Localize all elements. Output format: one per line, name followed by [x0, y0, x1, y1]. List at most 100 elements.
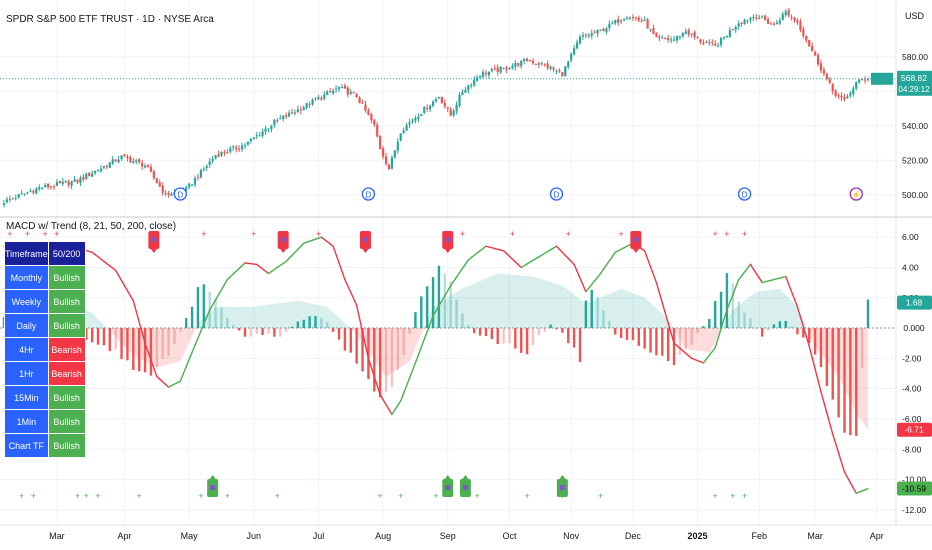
candle	[478, 75, 482, 78]
macd-line-segment	[382, 398, 387, 406]
candle	[91, 173, 94, 177]
histogram-bar	[860, 328, 864, 368]
candle	[464, 89, 467, 93]
macd-line-segment	[649, 265, 655, 276]
candle	[167, 193, 170, 196]
macd-tick-label: -12.00	[902, 505, 926, 515]
macd-line-segment	[347, 285, 352, 294]
sell-signal-pointer	[444, 249, 451, 253]
candle	[578, 36, 582, 44]
marker-label: D	[554, 191, 560, 200]
macd-line-segment	[220, 283, 226, 291]
candle	[155, 178, 158, 183]
macd-line-segment	[579, 277, 584, 286]
macd-line-segment	[820, 390, 825, 404]
macd-tick-label: -2.00	[902, 353, 922, 363]
candle	[337, 87, 341, 90]
sell-signal-glyph	[151, 237, 157, 242]
macd-line-segment	[749, 263, 755, 270]
sell-signal	[277, 231, 289, 253]
time-tick-label: Oct	[502, 531, 517, 541]
macd-line-segment	[814, 368, 819, 382]
histogram-bar	[520, 328, 523, 353]
table-cell-trend: Bullish	[47, 265, 86, 290]
candle	[264, 128, 267, 132]
candle	[49, 185, 53, 187]
symbol-title[interactable]: SPDR S&P 500 ETF TRUST · 1D · NYSE Arca	[6, 14, 214, 25]
candle	[652, 27, 655, 34]
candle	[625, 17, 629, 19]
histogram-bar	[237, 328, 241, 331]
dividend-marker-circle	[361, 187, 376, 201]
macd-line-segment	[743, 267, 749, 273]
candle	[423, 106, 426, 114]
time-axis[interactable]: Mar Apr May Jun Jul Aug Sep Oct Nov Dec 2025 Feb Mar…	[0, 524, 932, 541]
candle	[514, 62, 517, 67]
macd-line-segment	[379, 394, 384, 401]
histogram-bar	[437, 265, 441, 329]
buy-cross-marker: +	[713, 491, 718, 501]
histogram-bar	[120, 328, 123, 360]
buy-signal-pointer	[559, 475, 566, 479]
candle	[223, 152, 226, 154]
macd-line-segment	[737, 275, 743, 281]
candle	[714, 43, 717, 46]
macd-line-segment	[441, 295, 446, 302]
buy-cross-marker: +	[84, 491, 89, 501]
macd-line-segment	[564, 254, 569, 260]
candle	[696, 37, 699, 39]
histogram-bar	[755, 328, 758, 329]
macd-line-segment	[832, 433, 837, 445]
candle	[305, 103, 308, 108]
candle	[637, 17, 640, 21]
candle	[370, 114, 373, 121]
macd-line-segment	[391, 409, 396, 416]
histogram-value-tag-text: 1.68	[906, 298, 923, 308]
candle	[764, 15, 767, 21]
macd-line-segment	[288, 254, 293, 260]
macd-tick-label: -4.00	[902, 384, 922, 394]
histogram-bar	[243, 328, 247, 337]
candle	[602, 28, 605, 32]
candle	[819, 63, 823, 71]
macd-line-segment	[655, 281, 661, 294]
candle	[793, 17, 796, 21]
macd-line-segment	[596, 272, 602, 278]
candle	[123, 154, 126, 157]
candle	[828, 79, 831, 83]
candle	[229, 148, 232, 152]
macd-tick-label: -6.00	[902, 414, 922, 424]
candle	[761, 16, 764, 18]
candle	[158, 182, 161, 187]
macd-line-segment	[400, 392, 405, 402]
candle	[802, 28, 805, 36]
indicator-title[interactable]: MACD w/ Trend (8, 21, 50, 200, close)	[6, 221, 177, 232]
bar-countdown: 04:29:12	[898, 85, 930, 94]
candle	[440, 96, 443, 104]
buy-cross-marker: +	[742, 491, 747, 501]
histogram-bar	[343, 328, 347, 351]
histogram-bar	[431, 277, 435, 329]
candle	[185, 187, 188, 191]
histogram-bar	[390, 328, 394, 387]
macd-line-segment	[385, 403, 390, 411]
macd-line-segment	[223, 278, 229, 286]
macd-line-segment	[150, 359, 155, 369]
macd-line-segment	[652, 273, 658, 284]
candle	[105, 165, 108, 167]
buy-cross-marker: +	[95, 491, 100, 501]
candle	[784, 11, 787, 16]
candle	[290, 112, 294, 114]
candle	[35, 188, 38, 194]
candle	[605, 28, 608, 32]
candle	[490, 69, 493, 72]
candle	[14, 198, 17, 200]
candle	[811, 45, 814, 52]
macd-line-segment	[732, 286, 737, 296]
macd-line-segment	[864, 487, 869, 491]
candle	[719, 37, 723, 45]
macd-line-segment	[573, 263, 578, 272]
candle	[555, 70, 558, 72]
histogram-bar	[408, 328, 411, 334]
